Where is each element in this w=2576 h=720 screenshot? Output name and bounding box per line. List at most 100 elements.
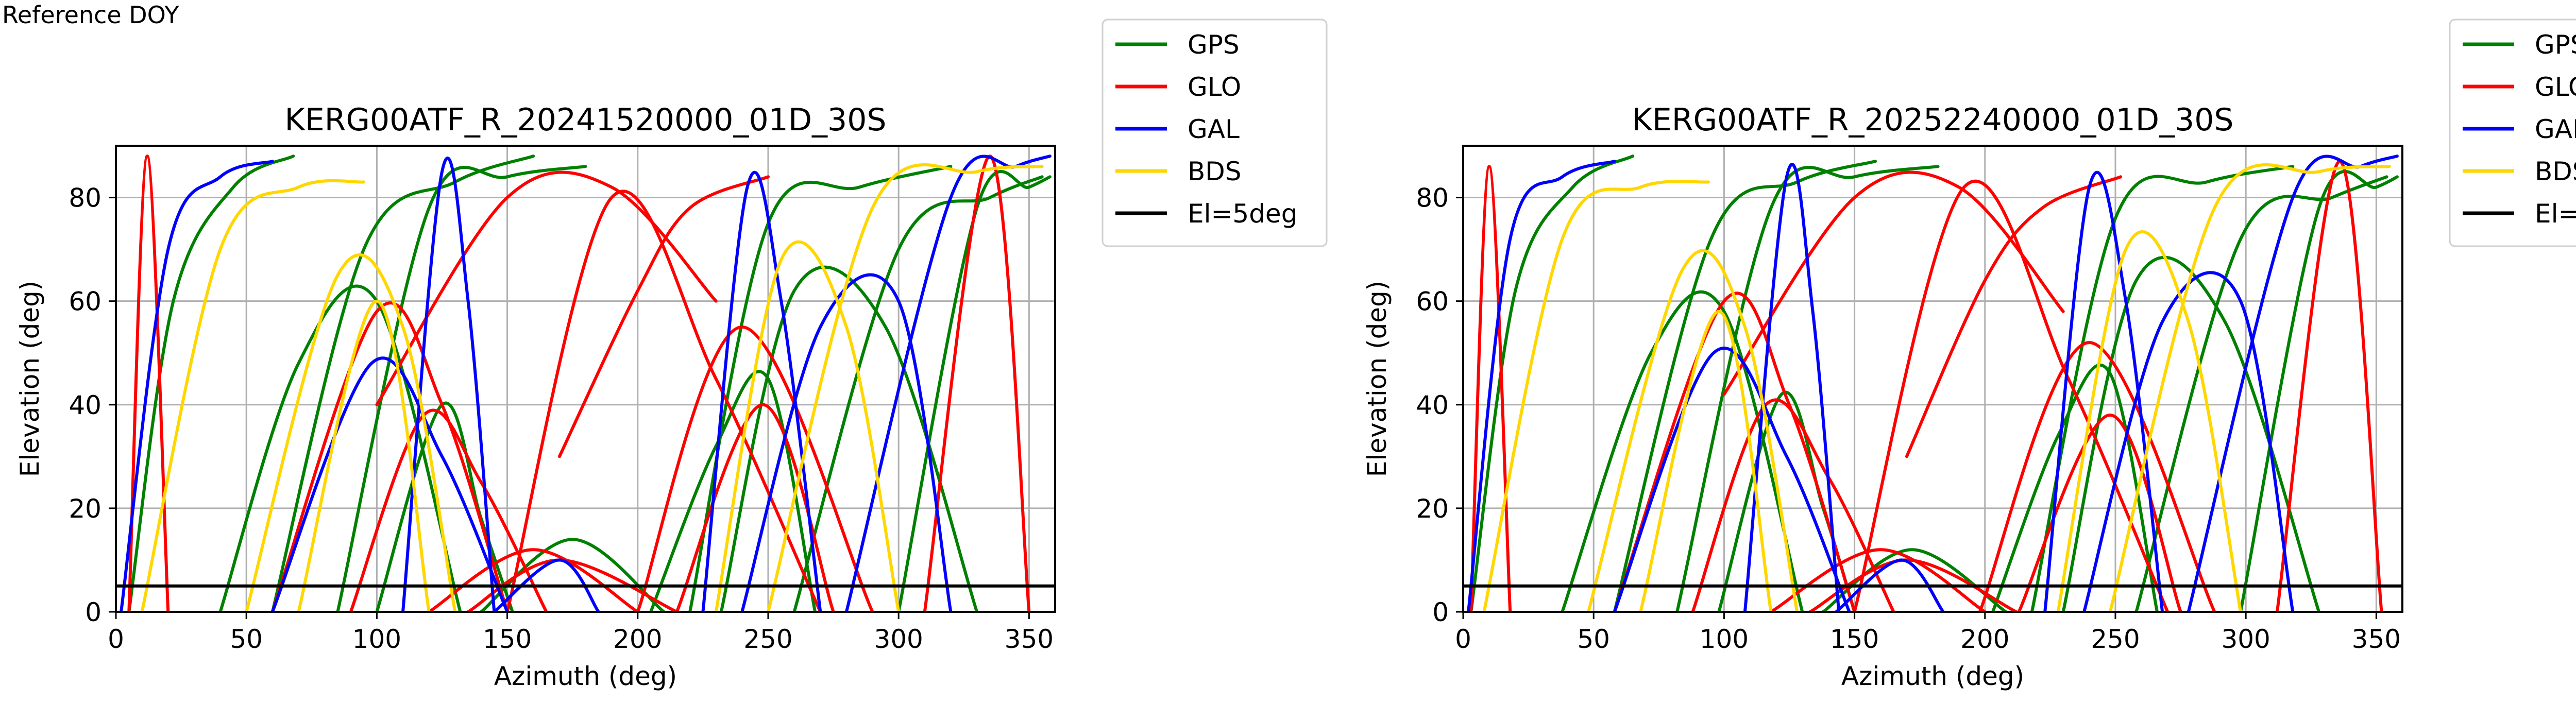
series-gps-arc [1561,290,1804,612]
y-tick-label: 80 [1416,183,1449,213]
x-tick-label: 50 [230,624,263,654]
x-tick-label: 50 [1577,624,1610,654]
legend-entry: El=5deg [1188,199,1297,229]
series-bds-arc [245,253,457,612]
y-tick-label: 40 [1416,390,1449,420]
x-axis-label: Azimuth (deg) [494,661,677,691]
y-tick-label: 60 [69,287,101,317]
series-gps-arc [375,401,514,612]
series-gal-arc [1835,558,1945,612]
series-glo-arc [505,190,822,612]
x-tick-label: 150 [483,624,532,654]
x-tick-label: 0 [1455,624,1471,654]
series-gps-arc [218,284,462,612]
series-gal-arc [493,558,600,612]
series-gal-arc [740,273,953,612]
legend-entry: BDS [2535,157,2576,186]
series-gps-arc [127,155,295,612]
legend-entry: GLO [2535,72,2576,102]
legend: GPS GLO GAL BDS El=5deg [1101,19,1328,247]
legend: GPS GLO GAL BDS El=5deg [2449,19,2576,247]
y-tick-label: 20 [1416,494,1449,524]
series-bds-arc [140,179,366,612]
series-glo-arc [1769,548,1987,612]
series-gal-arc [1613,347,1851,612]
y-tick-label: 40 [69,390,101,420]
plot-area [116,155,1055,612]
x-tick-label: 250 [743,624,792,654]
x-tick-label: 100 [352,624,401,654]
x-tick-label: 300 [874,624,923,654]
series-glo-arc [1905,175,2123,458]
legend-entry: GPS [2535,30,2576,60]
series-glo-arc [1691,398,1895,612]
series-glo-arc [636,325,874,612]
series-bds-arc [2108,163,2391,612]
series-gps-arc [1613,160,1877,612]
y-axis-label: Elevation (deg) [15,281,45,477]
series-gps-arc [2061,255,2320,612]
x-tick-label: 200 [613,624,662,654]
chart-1: 0 50 100 150 200 250 300 350 0 20 40 60 80 KERG00ATF_… [15,19,1328,691]
series-glo-arc [349,408,548,612]
figure-label: Reference DOY [2,1,179,29]
series-gal-arc [844,155,1052,612]
x-tick-label: 350 [1005,624,1054,654]
legend-entry: GPS [1188,30,1240,60]
y-tick-label: 0 [85,597,101,627]
series-glo-arc [1853,180,2170,612]
axes-frame [115,145,1056,613]
y-axis-label: Elevation (deg) [1362,281,1392,477]
series-glo-arc [1978,341,2216,612]
legend-entry: El=5deg [2535,199,2576,229]
legend-entry: GLO [1188,72,1241,102]
chart-2: 0 50 100 150 200 250 300 350 0 20 40 60 80 KERG00ATF_… [1362,19,2576,691]
axes-frame [1462,145,2403,613]
series-glo-arc [1469,165,1512,612]
series-gps-arc [479,538,666,612]
series-gps-arc [2239,170,2399,612]
y-tick-label: 60 [1416,287,1449,317]
x-tick-label: 300 [2221,624,2270,654]
series-gps-arc [1991,363,2159,612]
series-gps-arc [688,165,953,612]
x-tick-label: 0 [108,624,124,654]
x-tick-label: 150 [1830,624,1879,654]
series-bds-arc [1639,310,1773,612]
series-bds-arc [767,163,1044,612]
series-glo-arc [675,403,835,612]
series-gps-arc [1717,391,1856,612]
x-tick-label: 350 [2352,624,2401,654]
series-gal-arc [120,160,274,612]
series-gps-arc [649,370,817,612]
series-glo-arc [2017,413,2182,612]
series-glo-arc [1613,292,1856,612]
series-gps-arc [336,165,587,612]
series-gps-arc [719,265,979,612]
legend-box [1101,19,1328,247]
y-tick-label: 0 [1432,597,1449,627]
legend-box [2449,19,2576,247]
legend-entry: GAL [1188,114,1240,144]
series-gal-arc [1467,160,1616,612]
series-glo-arc [127,155,170,612]
y-tick-label: 80 [69,183,101,213]
series-gal-arc [1743,163,1841,612]
x-axis-label: Azimuth (deg) [1841,661,2024,691]
legend-entry: BDS [1188,157,1242,186]
series-glo-arc [2275,160,2383,612]
x-tick-label: 250 [2091,624,2140,654]
series-glo-arc [270,301,509,612]
series-gps-arc [2134,175,2388,612]
chart-title: KERG00ATF_R_20252240000_01D_30S [1632,102,2234,138]
series-glo-arc [375,170,718,406]
series-bds-arc [1587,249,1799,612]
chart-title: KERG00ATF_R_20241520000_01D_30S [285,102,887,138]
series-gal-arc [2043,170,2164,612]
series-bds-arc [1482,180,1710,612]
plot-area [1463,155,2402,612]
series-gal-arc [401,156,496,612]
series-gal-arc [270,356,509,612]
x-tick-label: 100 [1700,624,1749,654]
